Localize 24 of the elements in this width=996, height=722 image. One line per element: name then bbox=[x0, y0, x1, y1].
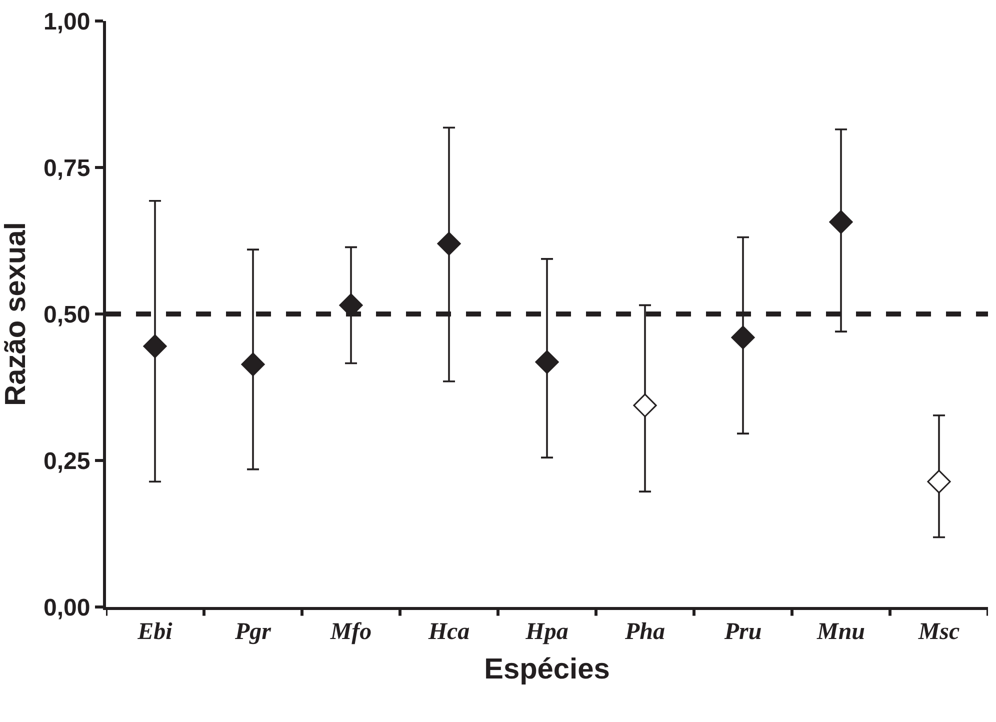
point bbox=[143, 334, 167, 358]
point bbox=[927, 470, 951, 494]
point bbox=[241, 352, 265, 376]
y-tick-label: 0,25 bbox=[43, 448, 90, 475]
point bbox=[731, 326, 755, 350]
point bbox=[535, 350, 559, 374]
y-tick-label: 0,00 bbox=[43, 594, 90, 622]
y-axis-title: Razão sexual bbox=[0, 222, 32, 406]
point bbox=[633, 394, 657, 418]
x-tick-label: Hca bbox=[427, 618, 470, 645]
x-tick-label: Pha bbox=[624, 618, 666, 645]
x-tick-label: Mnu bbox=[816, 618, 866, 645]
x-axis-title: Espécies bbox=[484, 654, 610, 686]
y-tick-label: 1,00 bbox=[43, 8, 90, 36]
x-tick-label: Pgr bbox=[234, 618, 272, 645]
x-tick-label: Mfo bbox=[329, 618, 372, 645]
x-tick-label: Msc bbox=[917, 618, 960, 645]
x-tick-label: Hpa bbox=[524, 618, 568, 645]
x-tick-label: Ebi bbox=[136, 618, 173, 645]
point bbox=[829, 210, 853, 234]
y-tick-label: 0,75 bbox=[43, 154, 90, 182]
x-tick-label: Pru bbox=[723, 618, 762, 645]
y-tick-label: 0,50 bbox=[43, 301, 90, 328]
point bbox=[437, 232, 461, 256]
